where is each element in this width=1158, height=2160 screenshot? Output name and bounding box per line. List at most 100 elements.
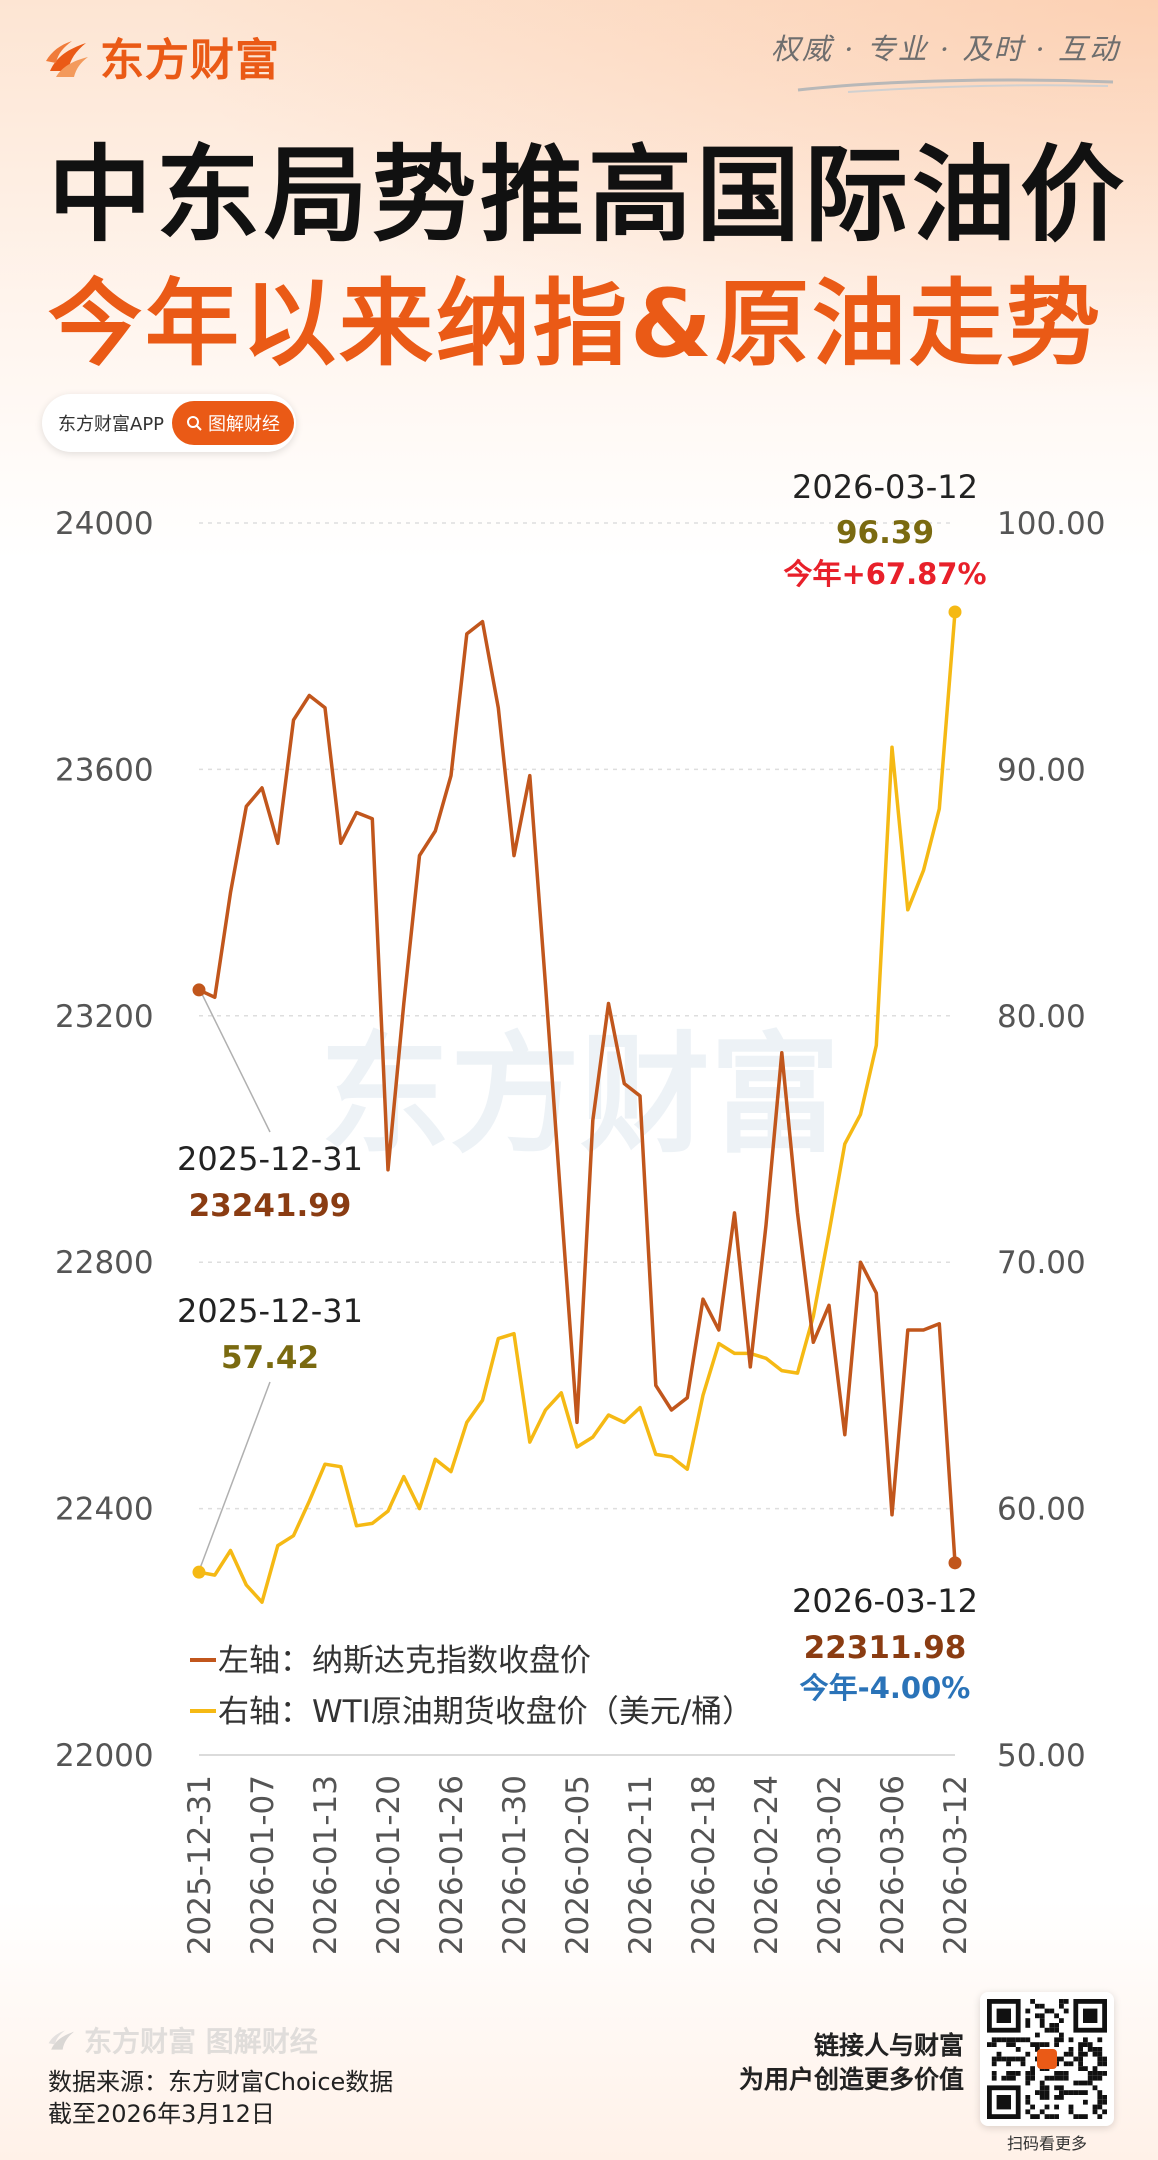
qr-module <box>1102 2099 1107 2105</box>
anno-nasdaq-start-date: 2025-12-31 <box>177 1140 363 1178</box>
series-layer <box>192 605 962 1604</box>
qr-module <box>1078 2080 1083 2086</box>
anno-nasdaq-start-value: 23241.99 <box>189 1188 352 1224</box>
x-tick-label: 2026-03-12 <box>938 1775 974 1955</box>
qr-module <box>1097 2075 1103 2081</box>
qr-module <box>1092 2085 1098 2091</box>
qr-module <box>1102 2095 1107 2100</box>
x-tick-label: 2026-02-24 <box>749 1775 785 1955</box>
series-line-nasdaq <box>198 619 957 1563</box>
qr-module <box>1035 2114 1040 2119</box>
qr-module <box>1078 2114 1083 2119</box>
qr-module <box>1059 2095 1064 2100</box>
brand-logo[interactable]: 东方财富 <box>42 24 280 88</box>
qr-module <box>991 2037 997 2043</box>
qr-module <box>1054 2085 1059 2091</box>
chart-watermark: 东方财富 <box>320 1019 840 1171</box>
x-tick: 2026-01-20 <box>371 1775 407 1955</box>
qr-module <box>1025 2095 1031 2100</box>
qr-module <box>1068 2109 1074 2115</box>
qr-module <box>1097 2056 1103 2062</box>
qr-module <box>1097 2090 1103 2095</box>
qr-module <box>1059 2085 1064 2091</box>
qr-module <box>1097 2099 1103 2105</box>
qr-module <box>1020 2061 1026 2067</box>
brand-slogan: 权威 · 专业 · 及时 · 互动 <box>771 32 1120 66</box>
qr-module <box>1025 2037 1031 2043</box>
x-tick: 2025-12-31 <box>182 1775 218 1955</box>
qr-module <box>1059 2056 1064 2062</box>
x-tick: 2026-01-07 <box>245 1775 281 1955</box>
qr-module <box>1011 2075 1016 2081</box>
qr-module <box>1001 2056 1007 2062</box>
qr-module <box>1054 2023 1059 2028</box>
qr-module <box>1035 2090 1040 2095</box>
qr-module <box>1049 2075 1055 2081</box>
qr-module <box>1015 2047 1021 2052</box>
qr-module <box>1063 2051 1069 2057</box>
qr-module <box>1083 2051 1088 2057</box>
qr-module <box>1097 2037 1103 2043</box>
qr-module <box>1025 2080 1031 2086</box>
qr-module <box>1073 2056 1079 2062</box>
qr-module <box>991 2071 997 2076</box>
qr-module <box>1054 2042 1059 2047</box>
qr-module <box>1044 2104 1050 2110</box>
qr-module <box>1097 2114 1103 2119</box>
qr-module <box>1097 2095 1103 2100</box>
series-point-oil-end <box>948 605 962 619</box>
qr-module <box>1063 2090 1069 2095</box>
qr-module <box>1059 2075 1064 2081</box>
right-tick-label: 70.00 <box>997 1245 1086 1281</box>
footer-logo-text: 东方财富 图解财经 <box>84 2025 318 2058</box>
qr-module <box>1030 2071 1035 2076</box>
qr-module <box>1102 2061 1107 2067</box>
right-axis: 100.00 90.00 80.00 70.00 60.00 50.00 <box>997 506 1105 1774</box>
qr-module <box>1092 2075 1098 2081</box>
qr-module <box>991 2075 997 2081</box>
qr-module <box>1083 2080 1088 2086</box>
qr-module <box>1097 2071 1103 2076</box>
qr-module <box>1030 1999 1035 2004</box>
x-tick-label: 2026-01-13 <box>308 1775 344 1955</box>
qr-module <box>1087 2071 1093 2076</box>
qr-module <box>1059 2003 1064 2009</box>
qr-module <box>1063 2061 1069 2067</box>
qr-module <box>996 2051 1002 2057</box>
qr-module <box>1011 2037 1016 2043</box>
qr-module <box>1039 2023 1045 2028</box>
x-tick-label: 2026-01-07 <box>245 1775 281 1955</box>
graphic-finance-button[interactable]: 图解财经 <box>172 401 295 445</box>
right-tick-label: 90.00 <box>997 752 1086 788</box>
qr-module <box>1011 2056 1016 2062</box>
qr-module <box>1044 2085 1050 2091</box>
qr-module <box>1035 2047 1040 2052</box>
qr-module <box>1097 2047 1103 2052</box>
qr-module <box>1063 2071 1069 2076</box>
series-point-nasdaq-end <box>948 1556 962 1570</box>
qr-module <box>1102 2071 1107 2076</box>
qr-module <box>1025 2008 1031 2014</box>
qr-module <box>1039 2042 1045 2047</box>
qr-module <box>1054 2071 1059 2076</box>
qr-module <box>1078 2061 1083 2067</box>
qr-module <box>1068 2061 1074 2067</box>
qr-module <box>1044 2042 1050 2047</box>
qr-module <box>991 2061 997 2067</box>
app-badge[interactable]: 东方财富APP 图解财经 <box>42 394 296 452</box>
left-tick-label: 23200 <box>55 999 154 1035</box>
qr-module <box>1102 2056 1107 2062</box>
anno-oil-end-ytd: 今年+67.87% <box>783 557 986 591</box>
qr-code[interactable] <box>980 1992 1114 2126</box>
x-tick-label: 2025-12-31 <box>182 1775 218 1955</box>
qr-module <box>1011 2071 1016 2076</box>
x-tick: 2026-02-11 <box>623 1775 659 1955</box>
x-axis: 2025-12-31 2026-01-07 2026-01-13 2026-01-20… <box>182 1775 974 1955</box>
qr-module <box>1025 2018 1031 2023</box>
qr-module <box>1092 2051 1098 2057</box>
qr-module <box>1092 2071 1098 2076</box>
qr-module <box>1006 2037 1011 2043</box>
slogan-underline <box>797 78 1114 93</box>
x-tick-label: 2026-02-18 <box>686 1775 722 1955</box>
